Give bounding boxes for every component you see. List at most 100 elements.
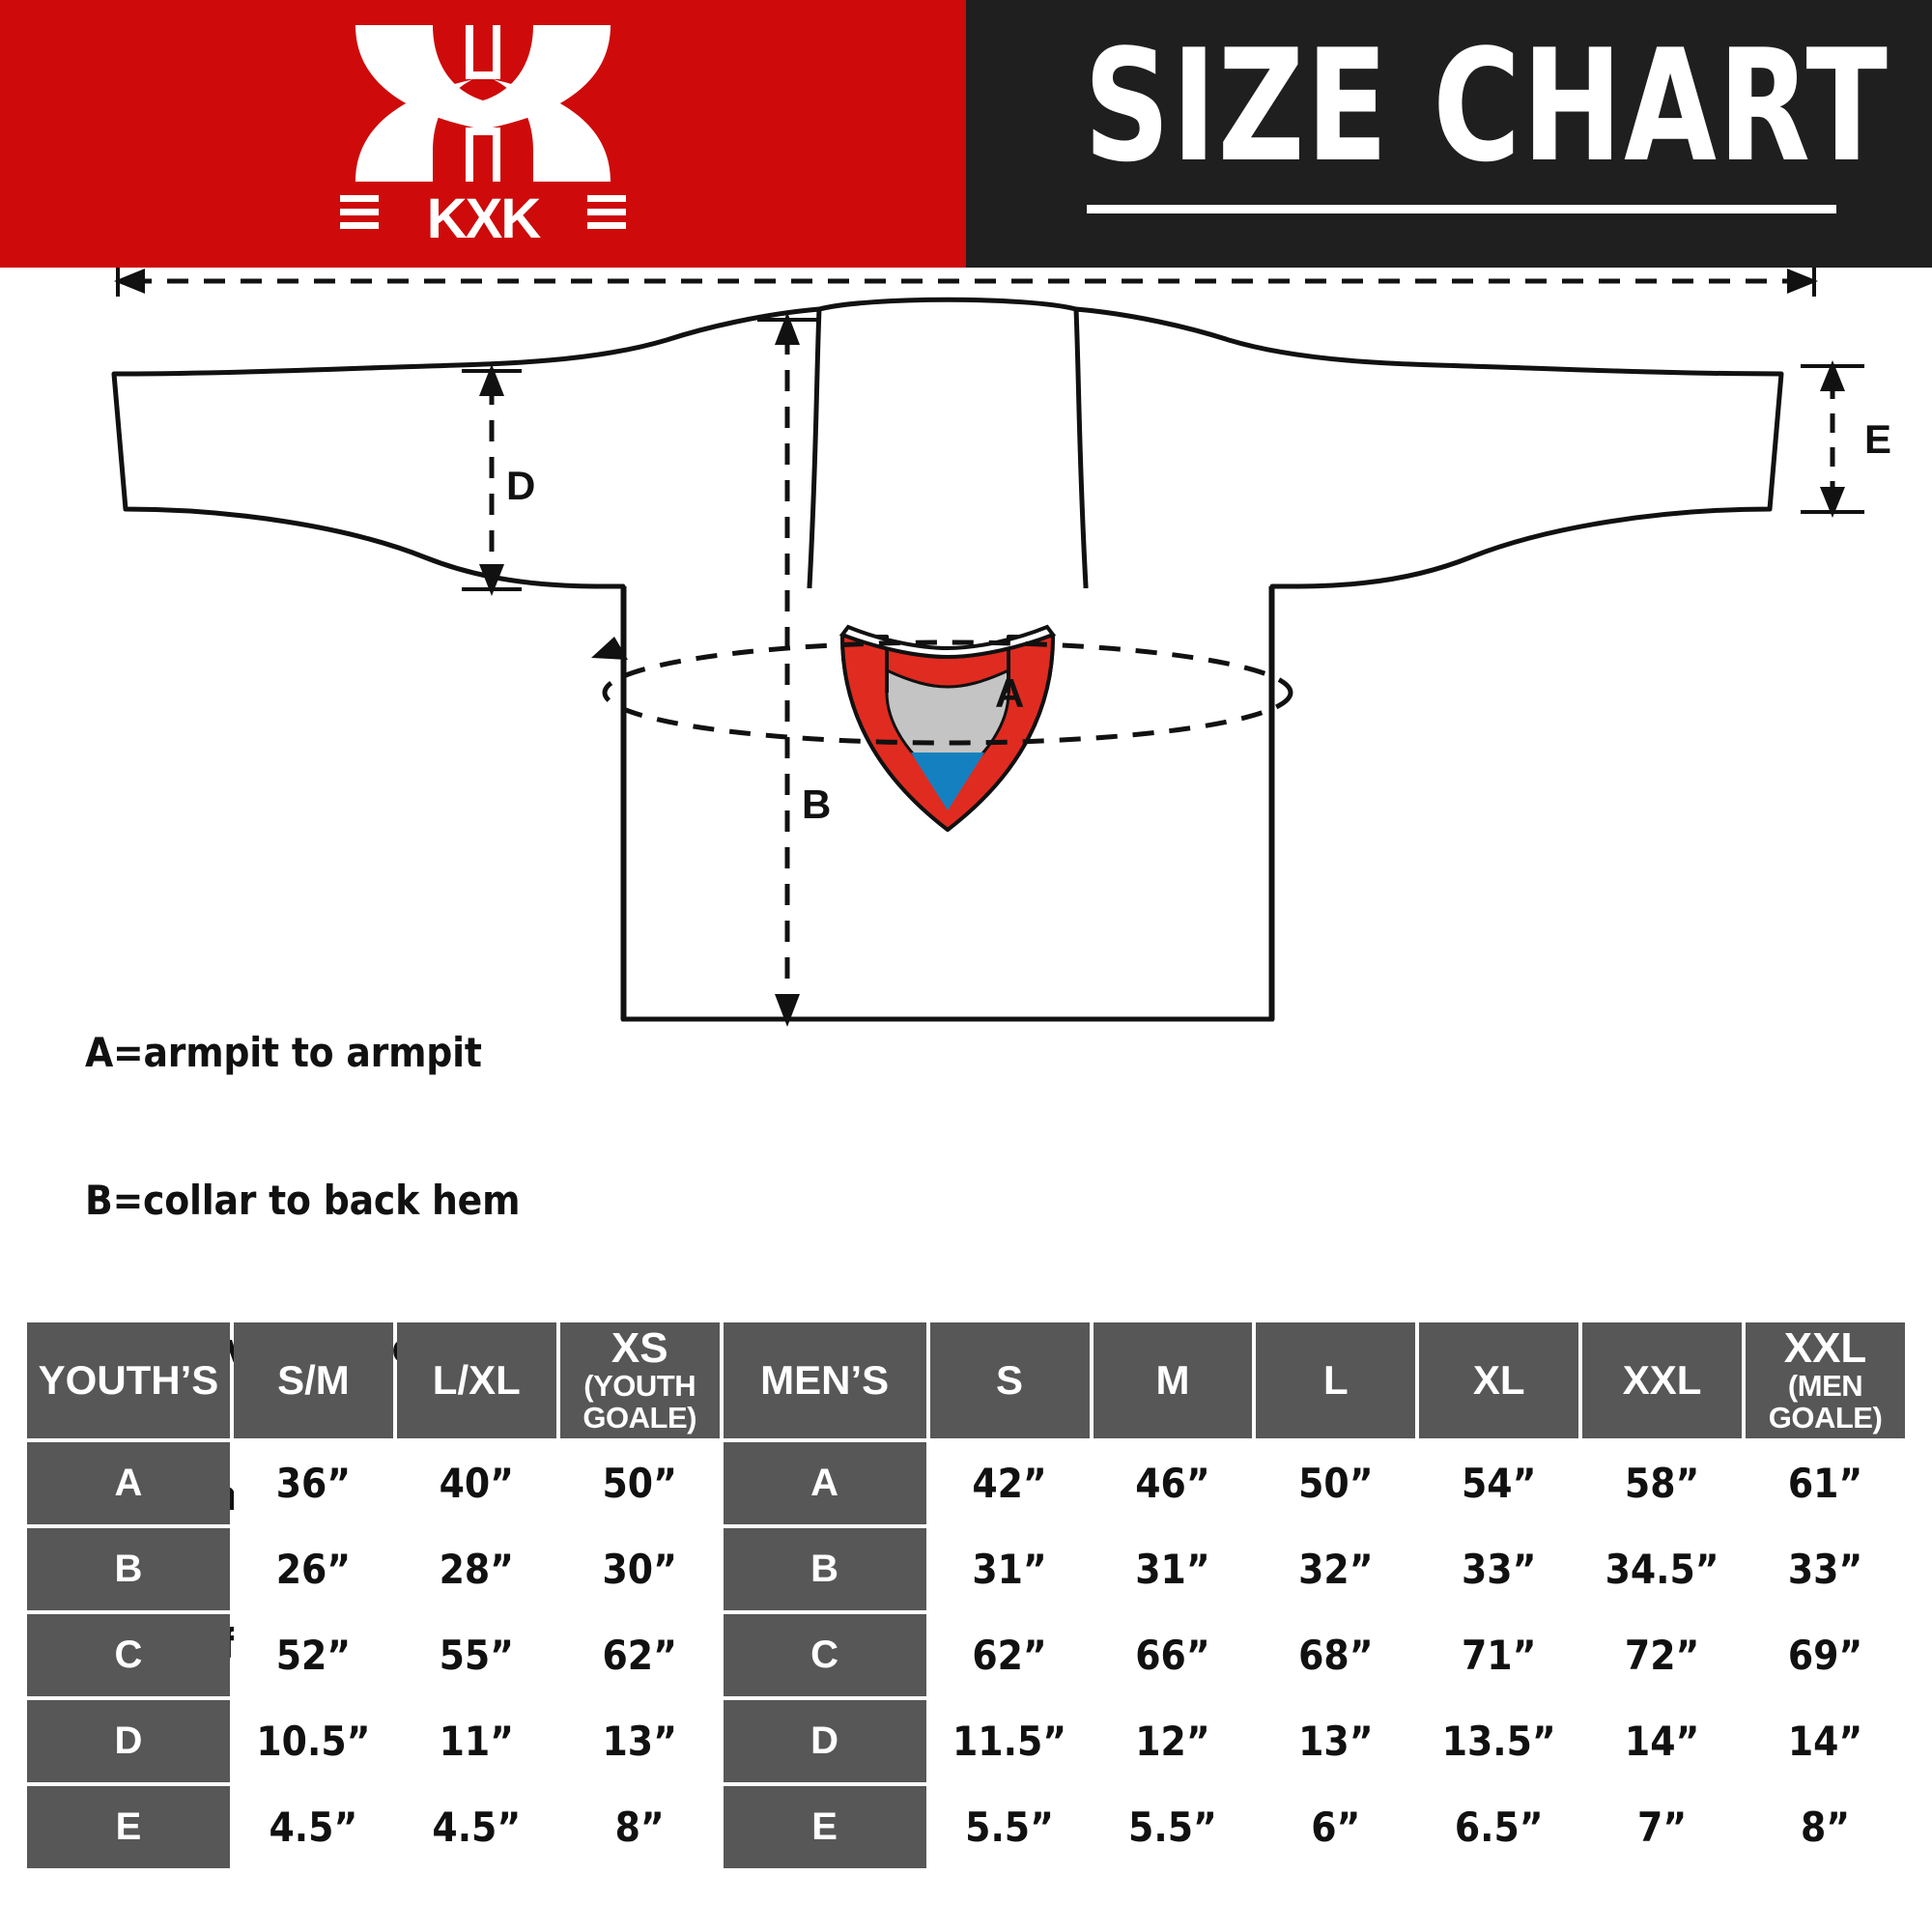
dimension-b-label: B (802, 781, 831, 827)
cell-mens-e-5: 8” (1746, 1786, 1905, 1868)
header-banner: KXK SIZE CHART (0, 0, 1932, 268)
table-row: E 4.5” 4.5” 8” E 5.5” 5.5” 6” 6.5” 7” 8” (27, 1786, 1905, 1868)
dimension-e-arrow-up (1820, 360, 1845, 391)
cell-mens-b-4: 34.5” (1582, 1528, 1743, 1610)
header-youth-col-1: L/XL (396, 1322, 556, 1438)
kxk-logo: KXK (338, 21, 628, 248)
cell-youth-a-2: 50” (559, 1442, 720, 1524)
brand-panel: KXK (0, 0, 966, 268)
kxk-hourglass-icon (355, 25, 611, 182)
cell-youth-c-1: 55” (396, 1614, 556, 1696)
cell-mens-d-5: 14” (1746, 1700, 1905, 1782)
header-mens-col-1: M (1093, 1322, 1253, 1438)
cell-mens-c-2: 68” (1256, 1614, 1416, 1696)
row-label-d-youth: D (27, 1700, 230, 1782)
legend-line-a: A=armpit to armpit (85, 1029, 482, 1076)
dimension-d-arrow-up (479, 364, 504, 396)
row-label-b-youth: B (27, 1528, 230, 1610)
cell-youth-b-2: 30” (559, 1528, 720, 1610)
cell-mens-b-2: 32” (1256, 1528, 1416, 1610)
collar-accent-triangle (911, 753, 984, 810)
cell-mens-b-5: 33” (1746, 1528, 1905, 1610)
header-mens-col-3: XL (1419, 1322, 1579, 1438)
row-label-e-youth: E (27, 1786, 230, 1868)
jersey-svg: C D (111, 268, 1891, 1027)
cell-youth-c-0: 52” (233, 1614, 393, 1696)
row-label-d-mens: D (723, 1700, 926, 1782)
table-row: B 26” 28” 30” B 31” 31” 32” 33” 34.5” 33… (27, 1528, 1905, 1610)
header-mens-col-4: XXL (1582, 1322, 1743, 1438)
cell-mens-a-0: 42” (929, 1442, 1090, 1524)
row-label-c-youth: C (27, 1614, 230, 1696)
dimension-c-arrow-right (1787, 269, 1818, 294)
jersey-diagram: C D (0, 268, 1932, 1316)
dimension-c (116, 268, 1816, 297)
table-row: C 52” 55” 62” C 62” 66” 68” 71” 72” 69” (27, 1614, 1905, 1696)
cell-youth-e-2: 8” (559, 1786, 720, 1868)
cell-mens-e-2: 6” (1256, 1786, 1416, 1868)
cell-mens-b-3: 33” (1419, 1528, 1579, 1610)
cell-mens-a-1: 46” (1093, 1442, 1253, 1524)
cell-youth-e-1: 4.5” (396, 1786, 556, 1868)
dimension-d-label: D (506, 463, 535, 508)
cell-mens-e-3: 6.5” (1419, 1786, 1579, 1868)
cell-mens-d-3: 13.5” (1419, 1700, 1579, 1782)
dimension-a-label: A (995, 670, 1024, 716)
cell-mens-c-4: 72” (1582, 1614, 1743, 1696)
dimension-c-label: C (933, 268, 962, 269)
cell-mens-a-3: 54” (1419, 1442, 1579, 1524)
cell-youth-d-0: 10.5” (233, 1700, 393, 1782)
cell-mens-d-2: 13” (1256, 1700, 1416, 1782)
dimension-e-label: E (1864, 416, 1891, 462)
dimension-c-arrow-left (114, 269, 145, 294)
cell-mens-a-5: 61” (1746, 1442, 1905, 1524)
size-table-wrap: YOUTH’S S/M L/XL XS (YOUTH GOALE) MEN’S (23, 1319, 1909, 1872)
cell-mens-a-4: 58” (1582, 1442, 1743, 1524)
cell-mens-b-1: 31” (1093, 1528, 1253, 1610)
row-label-c-mens: C (723, 1614, 926, 1696)
dimension-a-ellipse (602, 639, 1293, 746)
kxk-wordmark: KXK (340, 187, 626, 247)
header-mens-group: MEN’S (723, 1322, 926, 1438)
cell-mens-e-1: 5.5” (1093, 1786, 1253, 1868)
svg-text:KXK: KXK (427, 187, 542, 247)
cell-mens-d-0: 11.5” (929, 1700, 1090, 1782)
collar-top-opening (838, 624, 1057, 660)
header-mens-col-2: L (1256, 1322, 1416, 1438)
cell-mens-c-1: 66” (1093, 1614, 1253, 1696)
size-table: YOUTH’S S/M L/XL XS (YOUTH GOALE) MEN’S (23, 1319, 1909, 1872)
jersey-torso-outline (621, 586, 1274, 1022)
cell-mens-c-3: 71” (1419, 1614, 1579, 1696)
cell-mens-c-5: 69” (1746, 1614, 1905, 1696)
dimension-d-arrow-down (479, 564, 504, 596)
row-label-b-mens: B (723, 1528, 926, 1610)
cell-youth-e-0: 4.5” (233, 1786, 393, 1868)
table-header-row: YOUTH’S S/M L/XL XS (YOUTH GOALE) MEN’S (27, 1322, 1905, 1438)
cell-mens-e-4: 7” (1582, 1786, 1743, 1868)
legend-line-b: B=collar to back hem (85, 1177, 521, 1224)
row-label-a-mens: A (723, 1442, 926, 1524)
cell-youth-d-2: 13” (559, 1700, 720, 1782)
header-mens-col-5: XXL (MEN GOALE) (1746, 1322, 1905, 1438)
table-row: A 36” 40” 50” A 42” 46” 50” 54” 58” 61” (27, 1442, 1905, 1524)
cell-youth-b-1: 28” (396, 1528, 556, 1610)
header-youth-group: YOUTH’S (27, 1322, 230, 1438)
page-title: SIZE CHART (1084, 15, 1889, 196)
dimension-a-arrow (591, 637, 628, 660)
cell-mens-d-1: 12” (1093, 1700, 1253, 1782)
title-panel: SIZE CHART (966, 0, 1932, 268)
cell-youth-a-1: 40” (396, 1442, 556, 1524)
jersey-shoulder-line (818, 297, 1077, 312)
title-underline (1087, 205, 1836, 213)
cell-mens-c-0: 62” (929, 1614, 1090, 1696)
cell-youth-d-1: 11” (396, 1700, 556, 1782)
cell-mens-e-0: 5.5” (929, 1786, 1090, 1868)
dimension-b-arrow-up (775, 312, 800, 345)
cell-youth-a-0: 36” (233, 1442, 393, 1524)
table-row: D 10.5” 11” 13” D 11.5” 12” 13” 13.5” 14… (27, 1700, 1905, 1782)
dimension-b-arrow-down (775, 994, 800, 1027)
row-label-a-youth: A (27, 1442, 230, 1524)
dimension-e-arrow-down (1820, 487, 1845, 518)
cell-mens-d-4: 14” (1582, 1700, 1743, 1782)
